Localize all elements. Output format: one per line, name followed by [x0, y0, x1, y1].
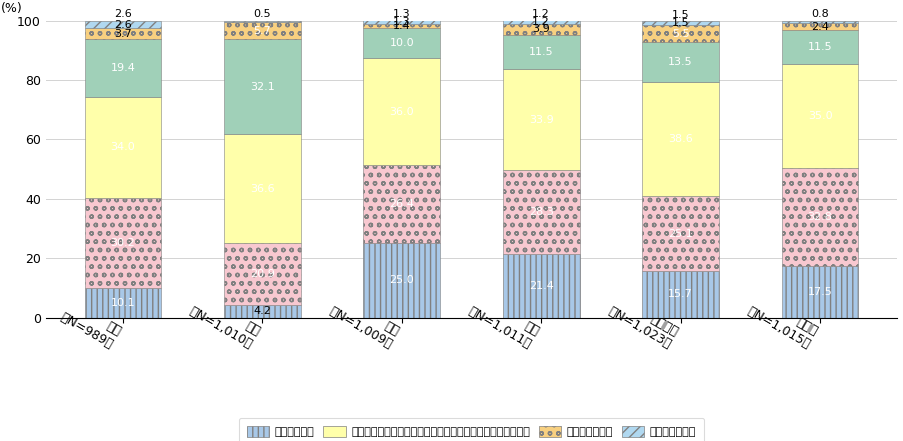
Bar [502, 254, 579, 318]
Bar [224, 22, 301, 39]
Text: 1.3: 1.3 [393, 9, 410, 19]
Text: 26.4: 26.4 [389, 199, 414, 209]
Bar [641, 271, 718, 318]
Text: 1.2: 1.2 [532, 9, 549, 19]
Text: 20.9: 20.9 [249, 269, 275, 279]
Legend: 必ず確認する, 大体確認する, サービス・アプリケーションによっては確認する場合がある, あまり確認しない, 全く確認しない, よく分からない: 必ず確認する, 大体確認する, サービス・アプリケーションによっては確認する場合… [238, 418, 703, 441]
Text: 25.1: 25.1 [667, 229, 693, 239]
Bar [781, 21, 858, 23]
Text: 0.5: 0.5 [253, 9, 271, 19]
Text: 28.3: 28.3 [528, 207, 553, 217]
Text: 17.5: 17.5 [806, 287, 832, 296]
Bar [502, 35, 579, 69]
Bar [363, 20, 440, 24]
Text: 4.2: 4.2 [253, 306, 271, 316]
Text: 30.2: 30.2 [110, 238, 135, 248]
Bar [85, 21, 161, 29]
Bar [502, 20, 579, 24]
Text: 32.8: 32.8 [806, 212, 832, 222]
Text: 10.0: 10.0 [389, 38, 414, 49]
Bar [641, 26, 718, 42]
Text: 35.0: 35.0 [806, 111, 832, 121]
Text: 21.4: 21.4 [528, 281, 553, 291]
Text: 11.5: 11.5 [528, 47, 553, 57]
Bar [85, 97, 161, 198]
Text: 3.7: 3.7 [114, 29, 132, 39]
Bar [224, 135, 301, 243]
Text: 19.4: 19.4 [110, 63, 135, 73]
Text: 3.9: 3.9 [532, 25, 549, 34]
Text: 1.4: 1.4 [393, 21, 410, 31]
Y-axis label: (%): (%) [1, 2, 23, 15]
Bar [502, 24, 579, 35]
Bar [781, 265, 858, 318]
Bar [85, 29, 161, 39]
Text: 2.6: 2.6 [114, 19, 132, 30]
Text: 15.7: 15.7 [667, 289, 693, 299]
Text: 1.3: 1.3 [393, 17, 410, 27]
Bar [363, 29, 440, 58]
Bar [502, 69, 579, 170]
Text: 1.5: 1.5 [671, 10, 689, 19]
Text: 33.9: 33.9 [528, 115, 553, 125]
Bar [641, 21, 718, 26]
Bar [224, 305, 301, 318]
Bar [781, 168, 858, 265]
Bar [641, 42, 718, 82]
Text: 5.5: 5.5 [671, 29, 689, 39]
Text: 1.5: 1.5 [671, 18, 689, 28]
Text: 25.0: 25.0 [389, 276, 414, 285]
Text: 2.6: 2.6 [114, 9, 132, 19]
Text: 0.8: 0.8 [810, 9, 828, 19]
Bar [502, 170, 579, 254]
Bar [781, 23, 858, 30]
Bar [224, 243, 301, 305]
Text: 1.2: 1.2 [532, 17, 549, 27]
Text: 13.5: 13.5 [667, 57, 692, 67]
Bar [781, 30, 858, 64]
Bar [85, 288, 161, 318]
Text: 11.5: 11.5 [806, 42, 832, 52]
Bar [641, 82, 718, 196]
Bar [781, 64, 858, 168]
Bar [224, 21, 301, 22]
Bar [85, 39, 161, 97]
Text: 2.4: 2.4 [810, 22, 828, 32]
Bar [85, 198, 161, 288]
Bar [363, 24, 440, 29]
Text: 32.1: 32.1 [249, 82, 275, 92]
Text: 10.1: 10.1 [110, 298, 135, 307]
Text: 5.7: 5.7 [253, 26, 271, 36]
Text: 34.0: 34.0 [110, 142, 135, 153]
Bar [224, 39, 301, 135]
Text: 36.0: 36.0 [389, 107, 414, 116]
Text: 36.6: 36.6 [250, 184, 275, 194]
Text: 38.6: 38.6 [667, 134, 693, 144]
Bar [363, 243, 440, 318]
Bar [641, 196, 718, 271]
Bar [363, 58, 440, 165]
Bar [363, 165, 440, 243]
